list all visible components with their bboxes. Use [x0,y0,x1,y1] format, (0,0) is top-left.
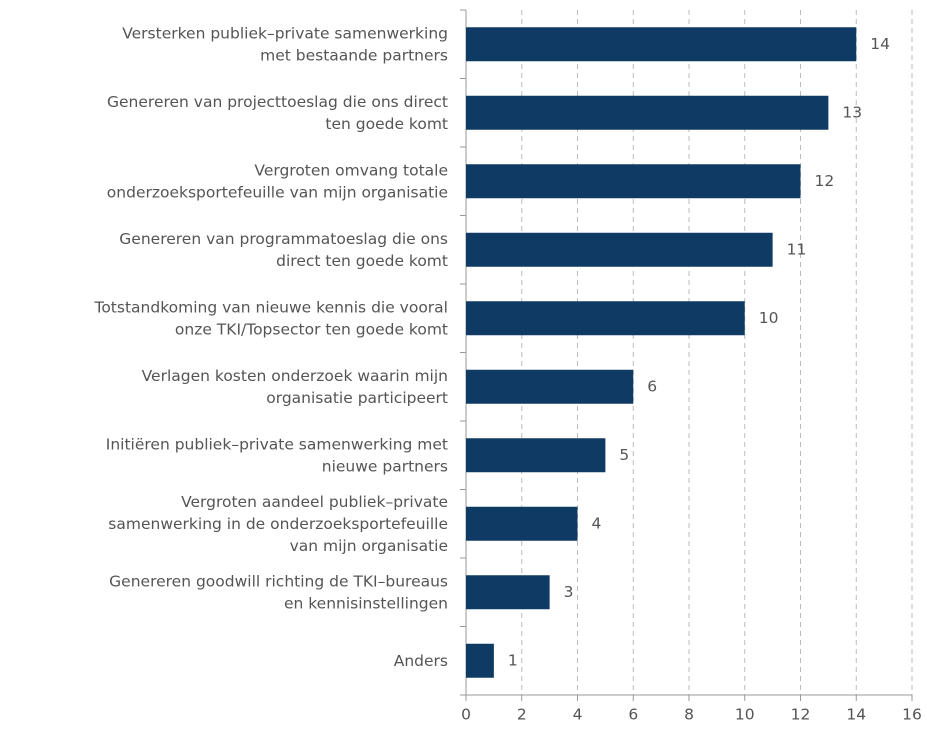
value-label: 1 [508,651,518,669]
y-tick-label-line: Genereren van programmatoeslag die ons [119,229,448,247]
bar [466,438,606,473]
bar [466,27,857,62]
y-tick-label-line: nieuwe partners [322,457,448,475]
value-label: 14 [870,35,890,53]
y-tick-label: Verlagen kosten onderzoek waarin mijn org… [142,366,448,406]
x-tick-label: 14 [846,706,866,724]
y-tick-label-line: direct ten goede komt [276,251,448,269]
value-label: 10 [759,309,779,327]
y-tick-label: Vergroten omvang totale onderzoeksportefe… [107,161,448,201]
bar [466,232,773,267]
y-tick-label-line: Verlagen kosten onderzoek waarin mijn [142,366,448,384]
y-tick-label-line: organisatie participeert [266,388,448,406]
bar [466,164,801,199]
y-tick-label: Anders [394,651,448,669]
y-tick-label: Vergroten aandeel publiek–private samenwe… [108,492,448,554]
x-tick-label: 2 [517,706,527,724]
y-tick-label-line: Versterken publiek–private samenwerking [122,24,448,42]
y-tick-label-line: samenwerking in de onderzoeksportefeuill… [108,514,448,532]
bar [466,575,550,610]
value-label: 11 [787,240,807,258]
y-tick-label: Totstandkoming van nieuwe kennis die voo… [93,298,448,338]
value-label: 4 [592,514,602,532]
y-tick-label-line: Vergroten aandeel publiek–private [181,492,448,510]
y-tick-label-line: onze TKI/Topsector ten goede komt [175,320,448,338]
x-tick-label: 6 [628,706,638,724]
x-tick-label: 8 [684,706,694,724]
y-tick-label-line: Vergroten omvang totale [254,161,448,179]
y-tick-label-line: Totstandkoming van nieuwe kennis die voo… [93,298,448,316]
bar [466,95,829,130]
value-label: 3 [564,583,574,601]
y-tick-label-line: ten goede komt [325,114,448,132]
value-label: 5 [619,446,629,464]
y-tick-label: Genereren van projecttoeslag die ons dir… [107,92,448,132]
x-tick-label: 0 [461,706,471,724]
x-tick-label: 10 [735,706,755,724]
y-tick-label-line: Genereren goodwill richting de TKI–burea… [109,572,448,590]
y-tick-label-line: van mijn organisatie [290,536,448,554]
value-label: 13 [842,103,862,121]
y-tick-label-line: Genereren van projecttoeslag die ons dir… [107,92,448,110]
bar [466,301,745,336]
y-tick-label-line: met bestaande partners [260,46,448,64]
y-tick-label: Genereren van programmatoeslag die ons di… [119,229,448,269]
x-tick-label: 4 [573,706,583,724]
x-tick-label: 16 [902,706,922,724]
y-tick-label: Versterken publiek–private samenwerking m… [122,24,448,64]
y-tick-label-line: en kennisinstellingen [284,594,448,612]
bar [466,369,634,404]
y-tick-label-line: Initiëren publiek–private samenwerking m… [106,435,448,453]
y-tick-label: Genereren goodwill richting de TKI–burea… [109,572,448,612]
y-tick-label: Initiëren publiek–private samenwerking m… [106,435,448,475]
x-tick-label: 12 [791,706,811,724]
y-tick-label-line: onderzoeksportefeuille van mijn organisa… [107,183,448,201]
y-tick-label-line: Anders [394,651,448,669]
bar [466,643,494,678]
value-label: 6 [647,377,657,395]
value-label: 12 [815,172,835,190]
bar [466,506,578,541]
